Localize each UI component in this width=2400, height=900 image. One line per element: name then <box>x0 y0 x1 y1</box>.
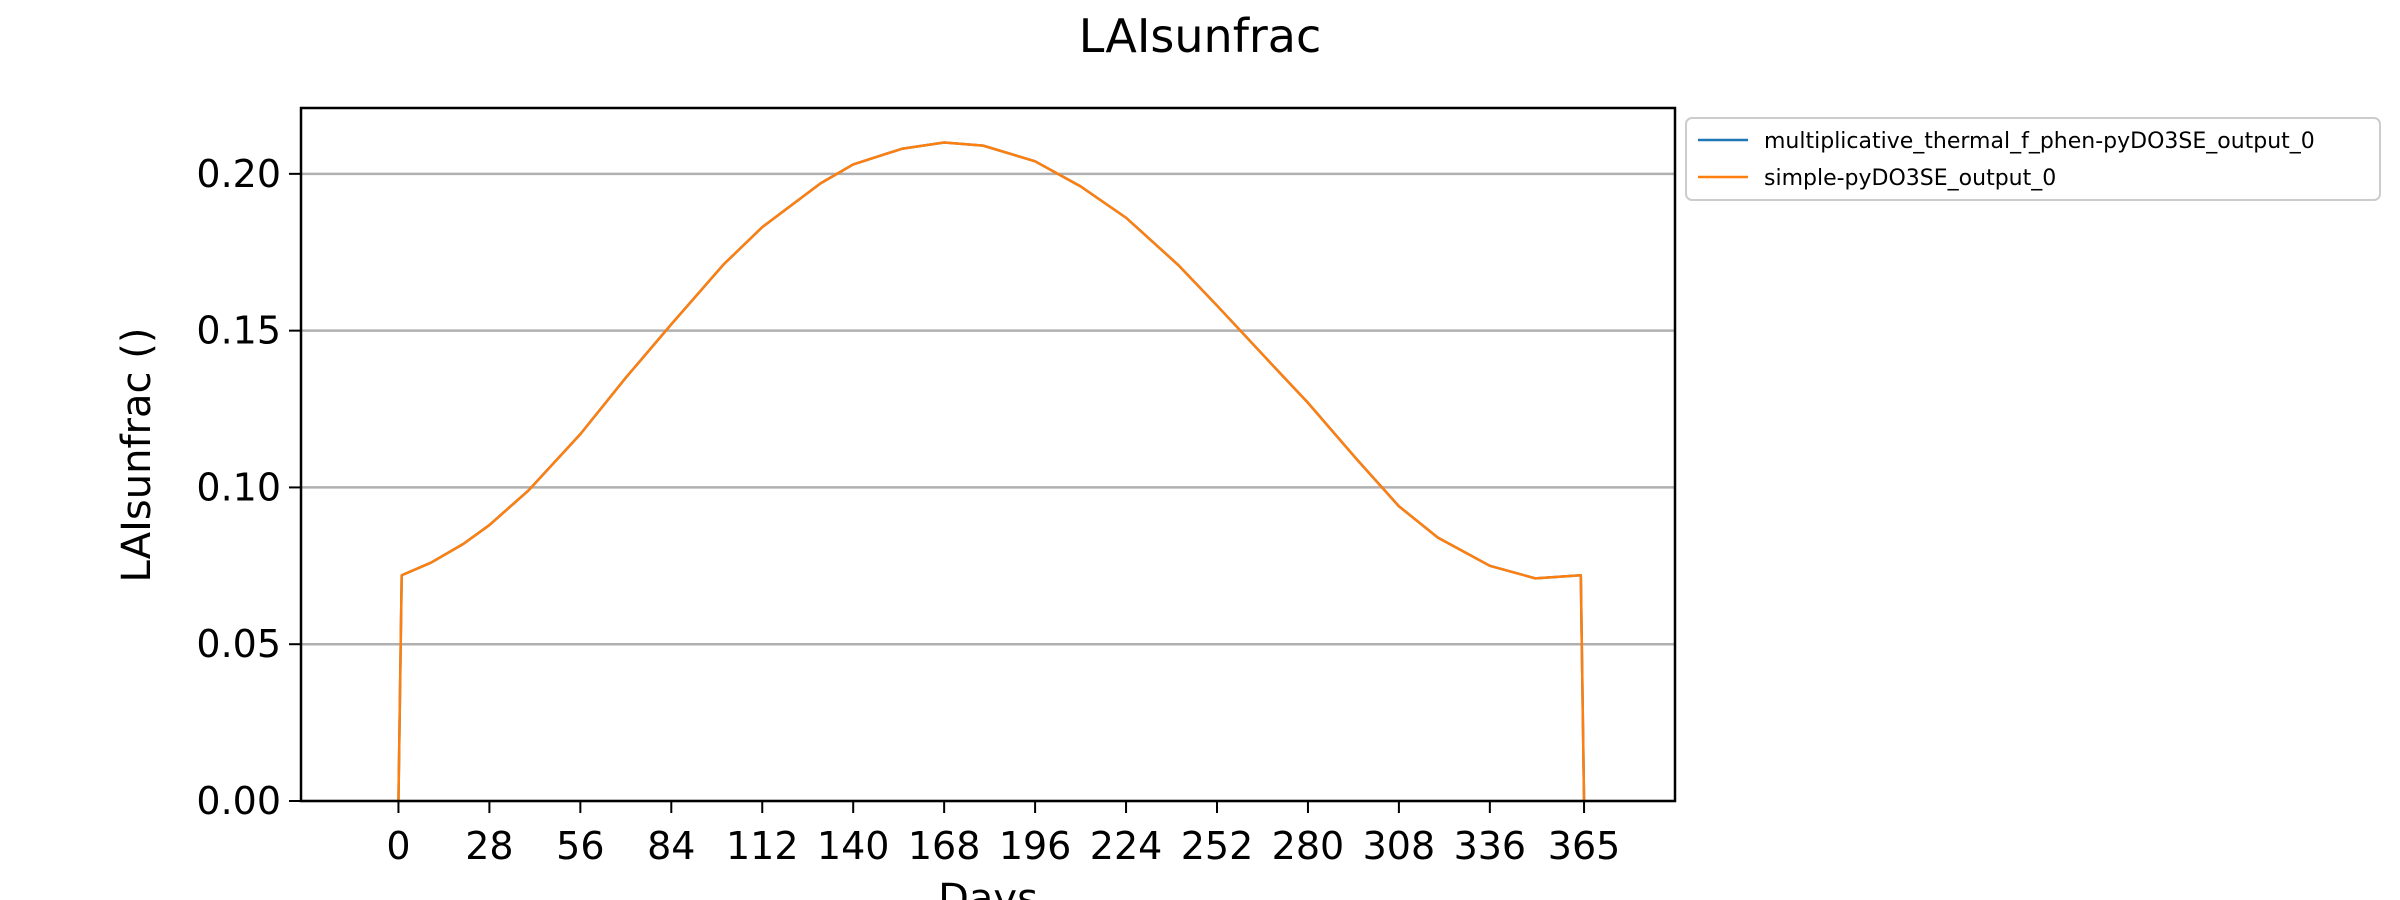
y-tick-label: 0.00 <box>196 779 281 823</box>
y-tick-label: 0.05 <box>196 622 281 666</box>
x-tick-label: 56 <box>556 824 604 868</box>
x-tick-label: 168 <box>908 824 981 868</box>
legend-label: simple-pyDO3SE_output_0 <box>1764 166 2056 191</box>
plot-frame <box>299 106 1677 803</box>
series-line-1 <box>397 141 1586 802</box>
x-tick-label: 252 <box>1181 824 1254 868</box>
x-tick-label: 365 <box>1548 824 1621 868</box>
legend-label: multiplicative_thermal_f_phen-pyDO3SE_ou… <box>1764 129 2315 154</box>
x-tick-label: 280 <box>1272 824 1345 868</box>
y-tick-label: 0.15 <box>196 309 281 353</box>
grid-lines <box>301 172 1675 803</box>
x-tick-label: 28 <box>465 824 513 868</box>
x-tick-label: 112 <box>726 824 799 868</box>
x-axis-ticks: 0 28 56 84 112 140 168 196 224 252 280 308 336 365 <box>386 801 1620 868</box>
y-axis-ticks: 0.00 0.05 0.10 0.15 0.20 <box>196 152 301 823</box>
legend: multiplicative_thermal_f_phen-pyDO3SE_ou… <box>1685 117 2381 201</box>
x-tick-label: 224 <box>1090 824 1163 868</box>
y-axis-label: LAIsunfrac () <box>114 328 160 583</box>
chart-title: LAIsunfrac <box>1079 9 1322 63</box>
x-tick-label: 308 <box>1363 824 1436 868</box>
x-tick-label: 84 <box>647 824 695 868</box>
series-line-0 <box>397 141 1586 802</box>
y-tick-label: 0.10 <box>196 465 281 509</box>
x-tick-label: 336 <box>1454 824 1527 868</box>
x-tick-label: 196 <box>999 824 1072 868</box>
legend-box <box>1685 117 2381 201</box>
x-tick-label: 0 <box>386 824 410 868</box>
x-axis-label: Days <box>938 876 1038 900</box>
x-tick-label: 140 <box>817 824 890 868</box>
series-lines <box>397 141 1586 802</box>
y-tick-label: 0.20 <box>196 152 281 196</box>
